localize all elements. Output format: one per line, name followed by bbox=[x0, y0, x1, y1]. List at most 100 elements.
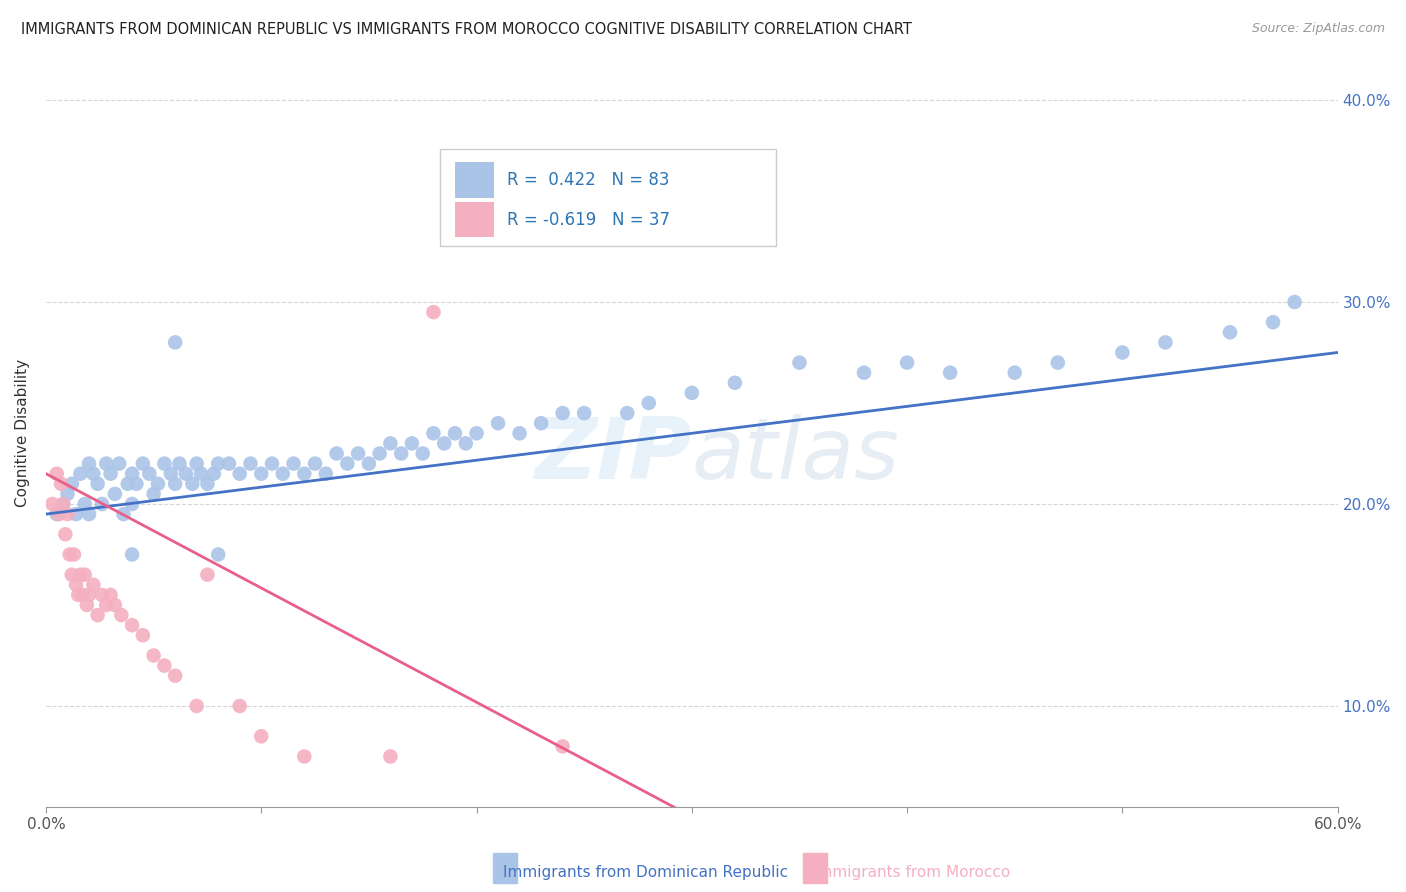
Point bbox=[165, 335, 187, 350]
Point bbox=[412, 446, 434, 460]
Point bbox=[530, 416, 553, 430]
Point bbox=[389, 446, 412, 460]
Point bbox=[207, 457, 229, 471]
Point bbox=[45, 507, 67, 521]
Point bbox=[228, 467, 250, 481]
Point bbox=[91, 497, 114, 511]
Point bbox=[486, 416, 509, 430]
Point bbox=[174, 467, 197, 481]
Text: Immigrants from Morocco: Immigrants from Morocco bbox=[813, 865, 1010, 880]
Point bbox=[380, 749, 402, 764]
Point bbox=[165, 668, 187, 682]
Point bbox=[73, 567, 96, 582]
Point bbox=[250, 729, 273, 743]
Point bbox=[132, 457, 155, 471]
Point bbox=[52, 497, 75, 511]
Point bbox=[142, 487, 165, 501]
Point bbox=[132, 628, 155, 642]
Point bbox=[77, 507, 100, 521]
Point bbox=[96, 457, 118, 471]
Point bbox=[681, 385, 703, 400]
Point bbox=[56, 507, 79, 521]
Point bbox=[138, 467, 160, 481]
Point bbox=[56, 487, 79, 501]
Point bbox=[347, 446, 370, 460]
Text: Source: ZipAtlas.com: Source: ZipAtlas.com bbox=[1251, 22, 1385, 36]
Point bbox=[77, 588, 100, 602]
Point bbox=[146, 476, 169, 491]
Point bbox=[86, 608, 108, 623]
Point bbox=[789, 355, 811, 369]
Point bbox=[1284, 295, 1306, 310]
Point bbox=[117, 476, 139, 491]
Point bbox=[49, 476, 72, 491]
Text: R = -0.619   N = 37: R = -0.619 N = 37 bbox=[508, 211, 671, 228]
Point bbox=[153, 658, 176, 673]
Point bbox=[165, 476, 187, 491]
Point bbox=[939, 366, 962, 380]
Point bbox=[82, 578, 104, 592]
Point bbox=[65, 578, 87, 592]
Point bbox=[65, 507, 87, 521]
Point bbox=[121, 548, 143, 562]
Point bbox=[110, 608, 132, 623]
Point bbox=[45, 467, 67, 481]
Point bbox=[551, 406, 574, 420]
Point bbox=[96, 598, 118, 612]
Point bbox=[197, 567, 219, 582]
Point bbox=[82, 467, 104, 481]
Text: ZIP: ZIP bbox=[534, 414, 692, 497]
Point bbox=[218, 457, 240, 471]
Point bbox=[69, 467, 91, 481]
Point bbox=[551, 739, 574, 754]
Point bbox=[186, 698, 208, 713]
Point bbox=[169, 457, 191, 471]
Point bbox=[250, 467, 273, 481]
Point bbox=[63, 548, 86, 562]
Point bbox=[315, 467, 337, 481]
FancyBboxPatch shape bbox=[456, 202, 494, 237]
Point bbox=[509, 426, 531, 441]
Point bbox=[454, 436, 477, 450]
Point bbox=[853, 366, 876, 380]
Text: atlas: atlas bbox=[692, 414, 900, 497]
Point bbox=[125, 476, 148, 491]
FancyBboxPatch shape bbox=[440, 149, 776, 246]
Point bbox=[1046, 355, 1069, 369]
Point bbox=[77, 457, 100, 471]
Point bbox=[104, 598, 127, 612]
Point bbox=[60, 567, 83, 582]
Point bbox=[121, 618, 143, 632]
Point bbox=[72, 588, 94, 602]
Point bbox=[190, 467, 212, 481]
Point bbox=[67, 588, 90, 602]
Point bbox=[422, 426, 444, 441]
Point bbox=[91, 588, 114, 602]
Point bbox=[1219, 326, 1241, 340]
Point bbox=[73, 497, 96, 511]
Point bbox=[181, 476, 204, 491]
Point bbox=[52, 497, 75, 511]
Point bbox=[228, 698, 250, 713]
Point bbox=[197, 476, 219, 491]
Point bbox=[325, 446, 347, 460]
Text: R =  0.422   N = 83: R = 0.422 N = 83 bbox=[508, 171, 669, 189]
Point bbox=[896, 355, 918, 369]
Point bbox=[186, 457, 208, 471]
Point bbox=[202, 467, 225, 481]
Point bbox=[121, 467, 143, 481]
Point bbox=[292, 467, 315, 481]
Point bbox=[86, 476, 108, 491]
Point bbox=[724, 376, 747, 390]
Point bbox=[357, 457, 380, 471]
Text: IMMIGRANTS FROM DOMINICAN REPUBLIC VS IMMIGRANTS FROM MOROCCO COGNITIVE DISABILI: IMMIGRANTS FROM DOMINICAN REPUBLIC VS IM… bbox=[21, 22, 912, 37]
Point bbox=[1261, 315, 1284, 329]
Point bbox=[1111, 345, 1133, 359]
Point bbox=[380, 436, 402, 450]
FancyBboxPatch shape bbox=[456, 162, 494, 198]
Y-axis label: Cognitive Disability: Cognitive Disability bbox=[15, 359, 30, 508]
Point bbox=[465, 426, 488, 441]
Point bbox=[1004, 366, 1026, 380]
Point bbox=[142, 648, 165, 663]
Point bbox=[100, 588, 122, 602]
